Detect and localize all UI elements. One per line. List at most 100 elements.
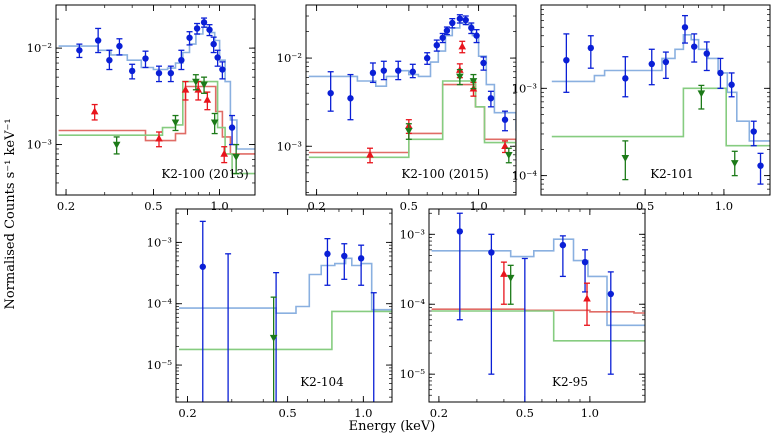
data-point-pn (728, 72, 735, 98)
y-tick-label: 10⁻⁴ (147, 297, 173, 311)
data-point-pn (521, 257, 528, 402)
data-point-pn (439, 32, 446, 44)
y-tick-label: 10⁻³ (147, 235, 173, 249)
y-tick-label: 10⁻⁵ (400, 367, 426, 381)
data-point-pn (480, 56, 487, 71)
x-tick-label: 1.0 (354, 406, 372, 420)
data-point-MOS2 (730, 150, 739, 177)
model-line-MOS2 (58, 80, 255, 175)
data-point-MOS2 (192, 74, 200, 91)
data-point-MOS2 (210, 112, 219, 135)
x-tick-label: 0.2 (178, 406, 196, 420)
x-tick-label: 1.0 (210, 199, 228, 213)
y-tick-label: 10⁻² (277, 51, 302, 65)
x-tick-label: 1.0 (469, 199, 487, 213)
data-point-pn (423, 52, 431, 65)
data-point-MOS1 (181, 80, 190, 101)
y-tick-label: 10⁻³ (27, 138, 53, 152)
data-point-pn (128, 63, 136, 80)
panel-title: K2-104 (300, 375, 344, 389)
data-point-pn (225, 253, 232, 402)
x-tick-label: 0.2 (57, 199, 75, 213)
plot-area (58, 17, 255, 175)
axes-frame (540, 4, 771, 196)
data-point-pn (462, 15, 469, 26)
data-point-pn (380, 60, 388, 81)
axes-frame (428, 208, 646, 403)
data-point-pn (357, 244, 365, 286)
y-tick-label: 10⁻³ (512, 81, 538, 95)
model-line-MOS2 (431, 310, 645, 342)
data-point-pn (456, 14, 464, 24)
data-point-pn (370, 292, 377, 402)
data-point-MOS2 (200, 76, 208, 94)
data-point-pn (186, 31, 193, 46)
data-point-pn (488, 233, 495, 375)
data-point-MOS2 (171, 114, 180, 132)
data-point-pn (501, 110, 509, 132)
data-point-pn (487, 90, 495, 108)
panel-3: 0.5 1.010⁻⁴10⁻³K2-101 (512, 4, 771, 213)
x-tick-label: 0.5 (144, 199, 162, 213)
x-tick-label: 0.5 (400, 199, 418, 213)
y-tick-label: 10⁻⁴ (512, 169, 538, 183)
data-point-pn (214, 49, 221, 67)
data-point-pn (433, 39, 440, 52)
data-point-pn (369, 62, 377, 84)
data-point-MOS2 (456, 68, 464, 86)
data-point-pn (155, 65, 163, 83)
data-point-MOS2 (269, 296, 278, 402)
data-point-pn (559, 235, 567, 278)
data-point-pn (409, 63, 416, 79)
axes-frame (175, 208, 393, 403)
panel-5: 0.2 0.5 1.0 10⁻⁵ 10⁻⁴ 10⁻³ K2-95 (400, 208, 646, 420)
data-point-MOS2 (232, 143, 240, 175)
x-tick-label: 0.5 (516, 406, 534, 420)
y-tick-label: 10⁻³ (400, 227, 426, 241)
model-line-pn (58, 26, 255, 150)
data-point-pn (347, 73, 354, 121)
data-point-pn (757, 152, 764, 185)
data-point-MOS1 (194, 80, 203, 101)
data-point-pn (691, 33, 698, 63)
data-point-pn (717, 57, 724, 89)
x-axis-label: Energy (keV) (349, 419, 436, 434)
data-point-pn (206, 24, 213, 37)
plot-area (431, 212, 645, 402)
data-point-pn (106, 49, 113, 71)
data-point-MOS1 (155, 131, 163, 148)
data-point-pn (750, 120, 757, 147)
data-point-pn (587, 35, 595, 69)
panel-title: K2-95 (552, 375, 588, 389)
data-point-pn (219, 61, 226, 80)
axes-frame (305, 4, 517, 196)
data-point-pn (607, 271, 614, 375)
data-point-pn (199, 220, 206, 402)
panels: 0.2 0.5 1.0 10⁻³ 10⁻² K2-100 (2013) 0.2 0.5 1.0 1… (27, 4, 771, 420)
data-point-pn (622, 56, 629, 98)
plot-area (308, 14, 516, 164)
data-point-pn (273, 271, 280, 402)
data-point-MOS1 (220, 146, 229, 164)
data-point-MOS2 (405, 123, 413, 140)
data-point-pn (324, 238, 331, 286)
panel-1: 0.2 0.5 1.0 10⁻³ 10⁻² K2-100 (2013) (27, 4, 256, 213)
data-point-MOS1 (366, 147, 374, 164)
data-point-pn (395, 60, 402, 81)
data-point-MOS1 (203, 91, 212, 111)
model-line-pn (551, 34, 770, 142)
data-point-pn (473, 29, 480, 44)
data-point-MOS1 (583, 282, 591, 326)
data-point-pn (200, 17, 208, 28)
data-point-MOS2 (505, 147, 513, 164)
data-point-MOS2 (506, 264, 515, 305)
data-point-MOS2 (112, 136, 121, 155)
data-point-MOS2 (621, 140, 630, 181)
data-point-pn (142, 50, 149, 69)
data-point-pn (681, 14, 689, 44)
data-point-pn (76, 43, 83, 59)
data-point-pn (341, 243, 348, 280)
model-line-pn (431, 238, 645, 327)
data-point-pn (327, 71, 334, 112)
